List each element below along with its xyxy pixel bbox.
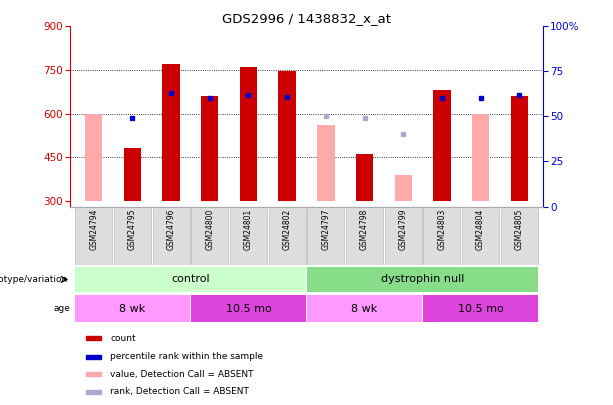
- FancyBboxPatch shape: [75, 266, 306, 292]
- FancyBboxPatch shape: [230, 207, 267, 265]
- Text: GSM24801: GSM24801: [244, 208, 253, 249]
- Text: 8 wk: 8 wk: [351, 304, 378, 314]
- FancyBboxPatch shape: [307, 207, 345, 265]
- Bar: [201, 96, 218, 201]
- Text: value, Detection Call = ABSENT: value, Detection Call = ABSENT: [110, 370, 254, 379]
- Bar: [86, 355, 101, 359]
- Bar: [317, 125, 335, 201]
- Text: age: age: [53, 304, 70, 313]
- Text: GSM24800: GSM24800: [205, 208, 215, 250]
- Bar: [85, 113, 102, 201]
- Bar: [240, 67, 257, 201]
- FancyBboxPatch shape: [75, 207, 112, 265]
- Bar: [162, 64, 180, 201]
- Text: 10.5 mo: 10.5 mo: [458, 304, 503, 314]
- Bar: [511, 96, 528, 201]
- Text: dystrophin null: dystrophin null: [381, 275, 464, 284]
- Text: GSM24797: GSM24797: [321, 208, 330, 250]
- Bar: [433, 90, 451, 201]
- Text: 8 wk: 8 wk: [120, 304, 145, 314]
- FancyBboxPatch shape: [462, 207, 499, 265]
- FancyBboxPatch shape: [307, 266, 538, 292]
- FancyBboxPatch shape: [153, 207, 189, 265]
- Text: GSM24804: GSM24804: [476, 208, 485, 250]
- Text: GSM24796: GSM24796: [167, 208, 175, 250]
- Text: percentile rank within the sample: percentile rank within the sample: [110, 352, 264, 362]
- Text: genotype/variation: genotype/variation: [0, 275, 67, 284]
- FancyBboxPatch shape: [307, 295, 422, 322]
- FancyBboxPatch shape: [268, 207, 306, 265]
- Bar: [124, 148, 141, 201]
- Bar: [356, 154, 373, 201]
- FancyBboxPatch shape: [501, 207, 538, 265]
- Text: GSM24794: GSM24794: [89, 208, 98, 250]
- Text: rank, Detection Call = ABSENT: rank, Detection Call = ABSENT: [110, 388, 249, 396]
- Bar: [86, 336, 101, 340]
- Text: GSM24795: GSM24795: [128, 208, 137, 250]
- FancyBboxPatch shape: [346, 207, 383, 265]
- FancyBboxPatch shape: [191, 295, 306, 322]
- Text: GSM24803: GSM24803: [438, 208, 446, 250]
- FancyBboxPatch shape: [424, 295, 538, 322]
- FancyBboxPatch shape: [384, 207, 422, 265]
- FancyBboxPatch shape: [75, 295, 189, 322]
- Text: control: control: [171, 275, 210, 284]
- Bar: [472, 113, 489, 201]
- Text: GSM24799: GSM24799: [398, 208, 408, 250]
- Bar: [395, 175, 412, 201]
- Bar: [278, 71, 296, 201]
- Title: GDS2996 / 1438832_x_at: GDS2996 / 1438832_x_at: [222, 12, 391, 25]
- Text: GSM24805: GSM24805: [515, 208, 524, 250]
- Text: GSM24802: GSM24802: [283, 208, 292, 249]
- FancyBboxPatch shape: [114, 207, 151, 265]
- Text: count: count: [110, 334, 136, 343]
- FancyBboxPatch shape: [424, 207, 460, 265]
- FancyBboxPatch shape: [191, 207, 229, 265]
- Bar: [86, 390, 101, 394]
- Text: GSM24798: GSM24798: [360, 208, 369, 250]
- Bar: [86, 373, 101, 377]
- Text: 10.5 mo: 10.5 mo: [226, 304, 272, 314]
